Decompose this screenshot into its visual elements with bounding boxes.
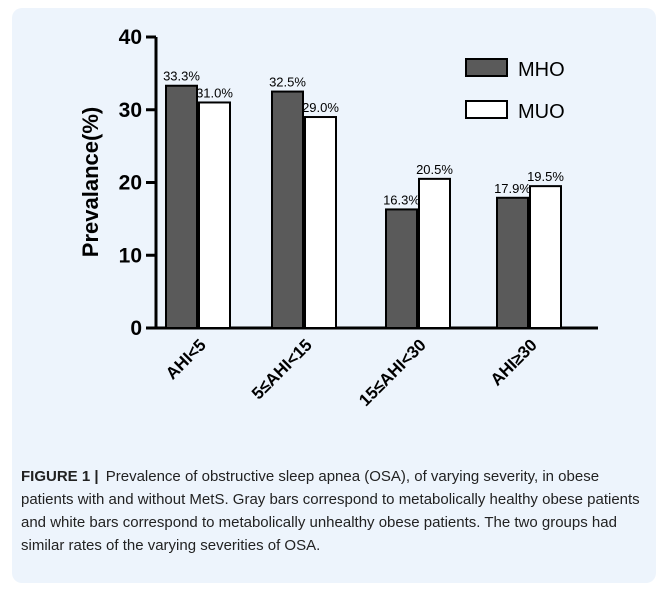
legend-label-muo: MUO <box>518 101 565 123</box>
y-tick-label: 10 <box>119 244 142 267</box>
bar-mho <box>165 84 198 330</box>
data-label: 31.0% <box>196 85 233 100</box>
y-tick-label: 0 <box>130 317 142 340</box>
legend-label-mho: MHO <box>518 59 565 81</box>
data-label: 19.5% <box>527 169 564 184</box>
bar-muo <box>198 101 231 329</box>
bar-mho <box>385 208 418 329</box>
x-tick-label: AHI<5 <box>162 335 210 383</box>
legend-swatch-muo <box>465 100 508 119</box>
bar-muo <box>529 185 562 329</box>
y-tick-label: 40 <box>119 26 142 49</box>
x-tick-label: 15≤AHI<30 <box>355 335 430 410</box>
caption-separator: | <box>94 468 99 485</box>
data-label: 16.3% <box>383 192 420 207</box>
x-tick-label: 5≤AHI<15 <box>248 335 316 403</box>
x-tick-label: AHI≥30 <box>487 335 541 389</box>
y-tick-label: 30 <box>119 99 142 122</box>
y-tick-label: 20 <box>119 172 142 195</box>
data-label: 33.3% <box>163 69 200 84</box>
caption-label: FIGURE 1 <box>21 468 91 485</box>
data-label: 29.0% <box>302 100 339 115</box>
bar-mho <box>271 90 304 329</box>
y-axis-label: Prevalance(%) <box>78 107 103 257</box>
figure-caption: FIGURE 1 | Prevalence of obstructive sle… <box>21 465 641 557</box>
caption-text: Prevalence of obstructive sleep apnea (O… <box>21 468 640 554</box>
bar-muo <box>418 177 451 329</box>
bar-mho <box>496 196 529 329</box>
data-label: 32.5% <box>269 75 306 90</box>
data-label: 20.5% <box>416 162 453 177</box>
bar-muo <box>304 116 337 330</box>
data-label: 17.9% <box>494 181 531 196</box>
bar-chart: 0 10 20 30 40 Prevalance(%) 33.3%31.0% AHI<5 32.… <box>78 26 598 410</box>
legend-swatch-mho <box>465 58 508 77</box>
